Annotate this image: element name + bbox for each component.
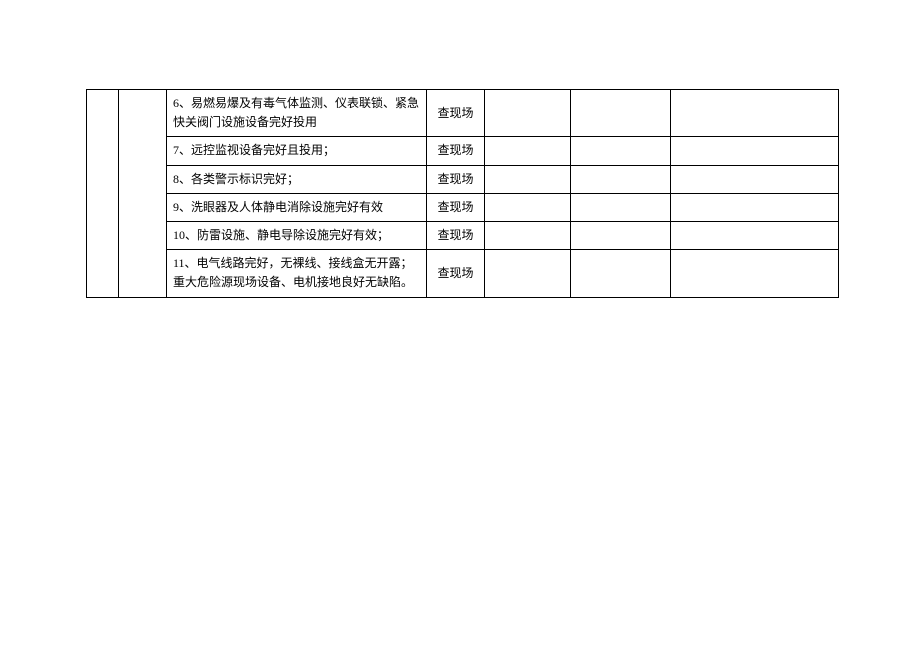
desc-cell: 8、各类警示标识完好； — [167, 165, 427, 193]
empty-cell — [571, 90, 671, 137]
table-row: 7、远控监视设备完好且投用； 查现场 — [87, 137, 839, 165]
table-row: 8、各类警示标识完好； 查现场 — [87, 165, 839, 193]
table-row: 9、洗眼器及人体静电消除设施完好有效 查现场 — [87, 193, 839, 221]
desc-cell: 9、洗眼器及人体静电消除设施完好有效 — [167, 193, 427, 221]
method-cell: 查现场 — [427, 165, 485, 193]
empty-cell — [571, 165, 671, 193]
method-cell: 查现场 — [427, 221, 485, 249]
empty-cell — [571, 250, 671, 297]
desc-cell: 11、电气线路完好，无裸线、接线盒无开露；重大危险源现场设备、电机接地良好无缺陷… — [167, 250, 427, 297]
empty-cell — [571, 221, 671, 249]
empty-cell — [571, 137, 671, 165]
method-cell: 查现场 — [427, 193, 485, 221]
method-cell: 查现场 — [427, 90, 485, 137]
method-cell: 查现场 — [427, 137, 485, 165]
desc-cell: 7、远控监视设备完好且投用； — [167, 137, 427, 165]
empty-cell — [671, 137, 839, 165]
table-row: 10、防雷设施、静电导除设施完好有效； 查现场 — [87, 221, 839, 249]
method-cell: 查现场 — [427, 250, 485, 297]
page: 6、易燃易爆及有毒气体监测、仪表联锁、紧急快关阀门设施设备完好投用 查现场 7、… — [0, 0, 920, 651]
group-cell-2 — [119, 90, 167, 298]
group-cell-1 — [87, 90, 119, 298]
inspection-table: 6、易燃易爆及有毒气体监测、仪表联锁、紧急快关阀门设施设备完好投用 查现场 7、… — [86, 89, 839, 298]
empty-cell — [671, 193, 839, 221]
desc-cell: 10、防雷设施、静电导除设施完好有效； — [167, 221, 427, 249]
empty-cell — [671, 250, 839, 297]
empty-cell — [571, 193, 671, 221]
empty-cell — [485, 221, 571, 249]
empty-cell — [671, 221, 839, 249]
table-body: 6、易燃易爆及有毒气体监测、仪表联锁、紧急快关阀门设施设备完好投用 查现场 7、… — [87, 90, 839, 298]
empty-cell — [485, 165, 571, 193]
empty-cell — [485, 250, 571, 297]
table-row: 11、电气线路完好，无裸线、接线盒无开露；重大危险源现场设备、电机接地良好无缺陷… — [87, 250, 839, 297]
empty-cell — [485, 90, 571, 137]
empty-cell — [485, 193, 571, 221]
empty-cell — [671, 165, 839, 193]
empty-cell — [671, 90, 839, 137]
table-row: 6、易燃易爆及有毒气体监测、仪表联锁、紧急快关阀门设施设备完好投用 查现场 — [87, 90, 839, 137]
desc-cell: 6、易燃易爆及有毒气体监测、仪表联锁、紧急快关阀门设施设备完好投用 — [167, 90, 427, 137]
empty-cell — [485, 137, 571, 165]
